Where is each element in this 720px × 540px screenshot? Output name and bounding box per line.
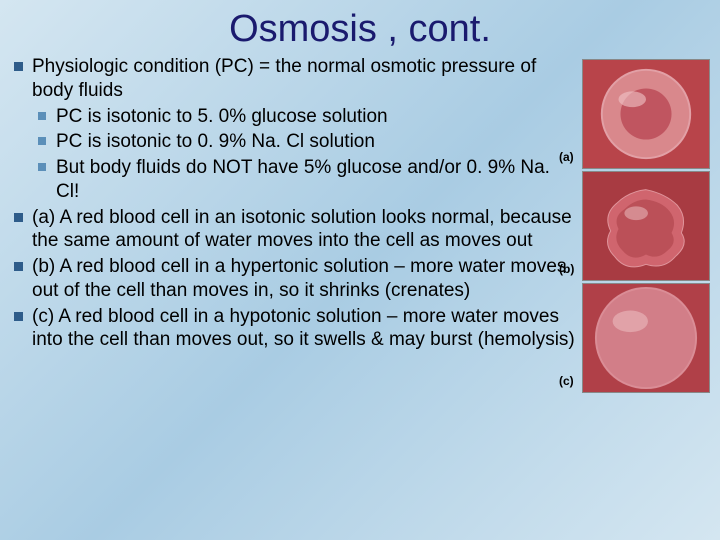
figure-a-label: (a) xyxy=(559,150,574,164)
slide-title: Osmosis , cont. xyxy=(0,0,720,55)
sub-bullet-item: But body fluids do NOT have 5% glucose a… xyxy=(32,156,578,204)
text-column: Physiologic condition (PC) = the normal … xyxy=(8,55,582,393)
bullet-list: Physiologic condition (PC) = the normal … xyxy=(8,55,578,352)
bullet-item: Physiologic condition (PC) = the normal … xyxy=(8,55,578,204)
sub-bullet-item: PC is isotonic to 5. 0% glucose solution xyxy=(32,105,578,129)
bullet-text: Physiologic condition (PC) = the normal … xyxy=(32,56,536,101)
content-area: Physiologic condition (PC) = the normal … xyxy=(0,55,720,393)
bullet-item: (b) A red blood cell in a hypertonic sol… xyxy=(8,255,578,303)
figure-b-hypertonic-cell: (b) xyxy=(582,171,710,281)
figure-c-label: (c) xyxy=(559,374,574,388)
figure-a-isotonic-cell: (a) xyxy=(582,59,710,169)
sub-bullet-item: PC is isotonic to 0. 9% Na. Cl solution xyxy=(32,130,578,154)
sub-bullet-list: PC is isotonic to 5. 0% glucose solution… xyxy=(32,105,578,204)
bullet-item: (a) A red blood cell in an isotonic solu… xyxy=(8,206,578,254)
bullet-item: (c) A red blood cell in a hypotonic solu… xyxy=(8,305,578,353)
figure-column: (a) (b) (c) xyxy=(582,55,712,393)
figure-b-label: (b) xyxy=(559,262,574,276)
figure-c-hypotonic-cell: (c) xyxy=(582,283,710,393)
